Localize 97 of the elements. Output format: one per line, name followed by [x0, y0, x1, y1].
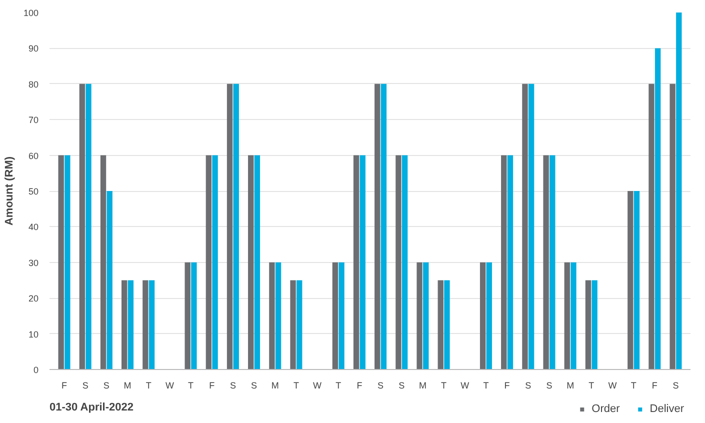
y-tick-label: 30 [28, 258, 39, 268]
bar [269, 262, 275, 370]
bar [416, 262, 422, 370]
bar [353, 155, 360, 370]
x-tick-label: T [588, 380, 595, 390]
bar [374, 84, 380, 370]
bar [528, 84, 534, 370]
bar [122, 280, 128, 370]
legend-label: Order [592, 403, 620, 415]
x-tick-label: S [103, 380, 110, 390]
x-tick-label: S [672, 380, 679, 390]
y-axis-title: Amount (RM) [3, 156, 16, 226]
y-tick-label: 20 [28, 294, 39, 304]
legend-label: Deliver [650, 403, 684, 415]
bar [444, 280, 450, 370]
x-tick-label: F [652, 380, 658, 390]
bar [423, 262, 429, 370]
bar [570, 262, 576, 370]
x-tick-label: F [209, 380, 216, 390]
bar [212, 155, 218, 370]
bar [550, 155, 556, 370]
bar [670, 84, 676, 370]
x-tick-label: F [356, 380, 363, 390]
bar [148, 280, 155, 370]
x-tick-label: S [525, 380, 532, 390]
x-tick-label: S [398, 380, 405, 390]
bar [106, 191, 112, 370]
bar [486, 262, 492, 370]
bar [226, 84, 233, 370]
y-tick-label: 100 [23, 8, 39, 18]
bar [58, 155, 64, 370]
x-tick-label: T [630, 380, 637, 390]
bar [275, 262, 282, 370]
y-tick-label: 50 [28, 186, 39, 196]
x-tick-label: M [418, 380, 426, 390]
bar [585, 280, 592, 370]
y-tick-label: 40 [28, 222, 39, 232]
x-tick-label: S [546, 380, 552, 390]
x-tick-label: S [251, 380, 258, 390]
x-tick-label: W [165, 380, 174, 390]
x-tick-label: S [378, 380, 384, 390]
bar [142, 280, 148, 370]
bar [438, 280, 444, 370]
bar [480, 262, 486, 370]
bar [648, 84, 654, 370]
x-tick-label: M [124, 380, 132, 390]
x-tick-label: T [293, 380, 300, 390]
x-tick-label: M [566, 380, 574, 390]
bar [332, 262, 338, 370]
x-tick-label: F [504, 380, 510, 390]
bar [191, 262, 197, 370]
bar [501, 155, 507, 370]
x-tick-label: F [62, 380, 68, 390]
bar [206, 155, 212, 370]
x-tick-label: M [271, 380, 279, 390]
bar [290, 280, 296, 370]
bar [296, 280, 302, 370]
bar [64, 155, 70, 370]
bar [184, 262, 190, 370]
x-tick-label: S [230, 380, 236, 390]
x-tick-label: S [82, 380, 88, 390]
bar [564, 262, 570, 370]
y-tick-label: 10 [28, 329, 39, 340]
bar [628, 191, 634, 370]
x-tick-label: T [336, 380, 342, 390]
bar [676, 12, 682, 370]
bar [396, 155, 402, 370]
y-tick-label: 80 [28, 79, 39, 90]
bar [128, 280, 134, 370]
x-tick-label: T [483, 380, 490, 390]
bar [543, 155, 549, 370]
y-tick-label: 0 [33, 365, 39, 375]
x-tick-label: W [313, 380, 322, 390]
bar [522, 84, 528, 370]
bar [86, 84, 92, 370]
y-tick-label: 60 [28, 150, 39, 161]
y-tick-label: 90 [28, 44, 39, 54]
bar [254, 155, 260, 370]
x-tick-label: W [608, 380, 618, 390]
y-tick-label: 70 [28, 115, 39, 126]
bar [338, 262, 344, 370]
bar [634, 191, 640, 370]
x-tick-label: T [188, 380, 194, 390]
bar [233, 84, 239, 370]
bar [380, 84, 387, 370]
bar [654, 48, 661, 370]
bar [100, 155, 106, 370]
x-tick-label: T [146, 380, 152, 390]
bar [79, 84, 86, 370]
bar [248, 155, 254, 370]
x-tick-label: W [460, 380, 470, 390]
x-tick-label: T [441, 380, 448, 390]
bar [592, 280, 598, 370]
bar [402, 155, 408, 370]
text: 01-30 April-2022 [50, 402, 134, 414]
bar [507, 155, 514, 370]
bar [360, 155, 366, 370]
